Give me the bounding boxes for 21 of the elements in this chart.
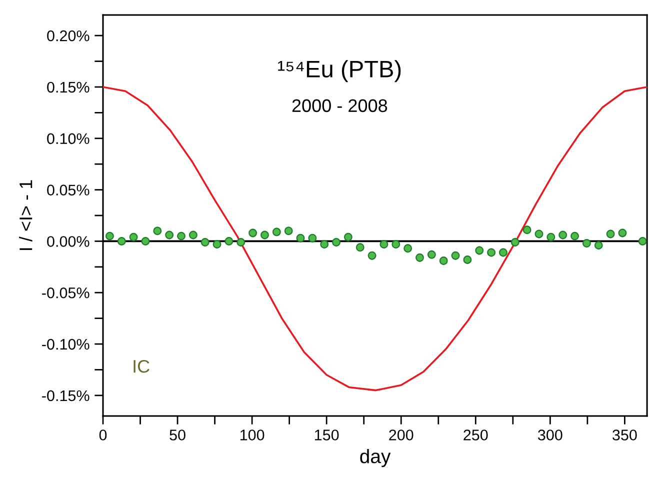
y-tick-label: 0.20% <box>47 30 90 42</box>
x-tick-label: 150 <box>315 430 339 440</box>
x-tick-label: 250 <box>464 430 488 440</box>
y-tick-label: 0.10% <box>47 133 90 144</box>
x-tick-label: 200 <box>389 430 414 440</box>
annotation: IC <box>134 360 150 373</box>
x-axis-title: day <box>360 448 391 468</box>
y-axis-title: I / <I> - 1 <box>19 180 32 250</box>
annotation: ¹⁵⁴Eu (PTB) <box>278 60 401 82</box>
y-tick-label: 0.05% <box>47 184 90 196</box>
x-tick-label: 300 <box>538 430 562 440</box>
y-tick-label: -0.15% <box>42 390 90 402</box>
y-tick-label: -0.05% <box>42 287 90 298</box>
x-tick-label: 350 <box>612 430 637 440</box>
y-tick-label: -0.10% <box>42 338 90 350</box>
y-tick-label: 0.00% <box>47 236 90 247</box>
x-tick-label: 0 <box>99 430 107 440</box>
annotation: 2000 - 2008 <box>292 99 388 112</box>
x-tick-label: 100 <box>240 430 264 440</box>
y-tick-label: 0.15% <box>47 82 90 93</box>
x-tick-label: 50 <box>170 430 186 440</box>
